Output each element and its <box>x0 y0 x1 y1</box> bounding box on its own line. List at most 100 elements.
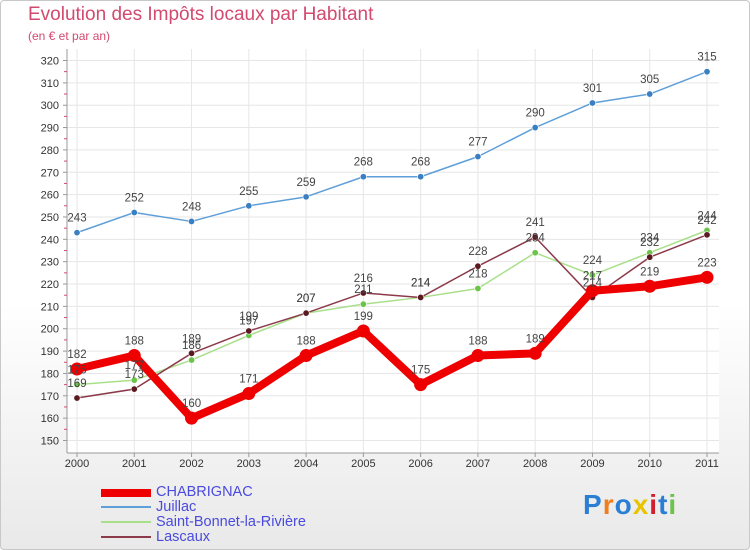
data-point-juillac <box>359 173 367 181</box>
logo-letter: x <box>632 489 650 520</box>
data-point-juillac <box>417 173 425 181</box>
data-point-chabrignac <box>585 284 599 298</box>
data-point-juillac <box>588 99 596 107</box>
data-label-lascaux: 169 <box>67 378 86 390</box>
data-point-juillac <box>531 124 539 132</box>
data-label-saint-bonnet-la-rivi-re: 214 <box>411 277 431 289</box>
data-label-lascaux: 216 <box>354 273 373 285</box>
data-point-chabrignac <box>414 378 428 392</box>
y-tick-label: 150 <box>41 436 59 448</box>
data-label-saint-bonnet-la-rivi-re: 186 <box>182 340 201 352</box>
y-tick-label: 300 <box>41 100 59 112</box>
data-label-juillac: 259 <box>296 177 315 189</box>
logo-letter: i <box>668 489 678 520</box>
data-point-lascaux <box>73 394 81 402</box>
data-label-saint-bonnet-la-rivi-re: 218 <box>468 269 487 281</box>
data-label-lascaux: 242 <box>697 215 716 227</box>
legend-label: Lascaux <box>156 529 211 545</box>
x-tick-label: 2000 <box>65 458 89 470</box>
data-point-saint-bonnet-la-rivi-re <box>531 249 539 257</box>
x-axis-ticks: 2000 2001 2002 2003 2004 2005 2006 2007 2008 2009… <box>65 453 719 470</box>
logo-letter: r <box>602 489 615 520</box>
y-tick-label: 270 <box>41 167 59 179</box>
x-tick-label: 2007 <box>466 458 490 470</box>
x-tick-label: 2011 <box>695 458 719 470</box>
data-point-saint-bonnet-la-rivi-re <box>188 356 196 364</box>
series-line-chabrignac <box>73 273 711 423</box>
legend-swatch-saint-bonnet <box>101 521 151 523</box>
data-point-juillac <box>474 153 482 161</box>
data-point-lascaux <box>417 293 425 301</box>
data-point-lascaux <box>703 231 711 239</box>
data-label-saint-bonnet-la-rivi-re: 224 <box>583 255 603 267</box>
plot-area <box>67 49 719 453</box>
y-tick-label: 320 <box>41 56 59 68</box>
x-tick-label: 2008 <box>523 458 547 470</box>
data-point-lascaux <box>188 349 196 357</box>
data-label-chabrignac: 175 <box>411 365 430 377</box>
data-label-lascaux: 207 <box>296 293 315 305</box>
data-label-lascaux: 241 <box>526 217 545 229</box>
y-tick-label: 190 <box>41 346 59 358</box>
y-tick-label: 200 <box>41 324 59 336</box>
legend-swatch-lascaux <box>101 536 151 538</box>
data-point-juillac <box>646 90 654 98</box>
data-label-juillac: 252 <box>125 193 144 205</box>
logo-letter: t <box>658 489 669 520</box>
data-point-chabrignac <box>185 411 199 425</box>
x-tick-label: 2005 <box>351 458 375 470</box>
data-label-juillac: 290 <box>526 108 545 120</box>
data-label-chabrignac: 160 <box>182 398 201 410</box>
data-label-lascaux: 173 <box>125 369 144 381</box>
data-label-saint-bonnet-la-rivi-re: 177 <box>125 360 144 372</box>
data-label-saint-bonnet-la-rivi-re: 234 <box>640 233 660 245</box>
data-label-chabrignac: 188 <box>468 336 487 348</box>
data-point-chabrignac <box>70 362 84 376</box>
data-point-chabrignac <box>643 279 657 293</box>
x-tick-label: 2006 <box>408 458 432 470</box>
data-point-chabrignac <box>127 349 141 363</box>
data-label-saint-bonnet-la-rivi-re: 244 <box>697 210 717 222</box>
data-label-lascaux: 232 <box>640 237 659 249</box>
data-point-chabrignac <box>356 324 370 338</box>
data-label-saint-bonnet-la-rivi-re: 175 <box>67 365 86 377</box>
data-point-lascaux <box>245 327 253 335</box>
data-point-lascaux <box>130 385 138 393</box>
data-point-juillac <box>302 193 310 201</box>
data-label-juillac: 315 <box>697 52 716 64</box>
x-tick-label: 2009 <box>580 458 604 470</box>
data-label-lascaux: 214 <box>411 277 431 289</box>
y-tick-label: 240 <box>41 234 59 246</box>
data-label-chabrignac: 219 <box>640 266 659 278</box>
legend-label: Juillac <box>156 499 197 515</box>
series-line-saint-bonnet-la-rivi-re <box>76 229 708 386</box>
y-tick-label: 230 <box>41 257 59 269</box>
y-tick-label: 310 <box>41 78 59 90</box>
data-label-saint-bonnet-la-rivi-re: 197 <box>239 315 258 327</box>
data-label-juillac: 248 <box>182 201 201 213</box>
data-point-saint-bonnet-la-rivi-re <box>474 284 482 292</box>
data-label-lascaux: 214 <box>583 277 603 289</box>
logo-letter: P <box>583 489 603 520</box>
y-tick-label: 280 <box>41 145 59 157</box>
y-tick-label: 160 <box>41 413 59 425</box>
data-label-chabrignac: 171 <box>239 374 258 386</box>
data-point-chabrignac <box>471 349 485 363</box>
y-tick-label: 170 <box>41 391 59 403</box>
y-axis-ticks: 150 160 170 180 190 200 210 220 230 240 250 260 270 2… <box>41 56 67 448</box>
data-point-lascaux <box>531 233 539 241</box>
data-label-juillac: 305 <box>640 74 659 86</box>
data-label-juillac: 243 <box>67 213 86 225</box>
data-label-chabrignac: 188 <box>125 336 144 348</box>
data-label-lascaux: 189 <box>182 333 201 345</box>
logo-letter: o <box>614 489 633 520</box>
logo-letter: i <box>649 489 659 520</box>
data-point-saint-bonnet-la-rivi-re <box>359 300 367 308</box>
data-label-saint-bonnet-la-rivi-re: 211 <box>354 284 372 296</box>
data-point-saint-bonnet-la-rivi-re <box>588 271 596 279</box>
y-tick-label: 260 <box>41 190 59 202</box>
data-label-juillac: 277 <box>468 137 487 149</box>
data-label-saint-bonnet-la-rivi-re: 207 <box>296 293 315 305</box>
